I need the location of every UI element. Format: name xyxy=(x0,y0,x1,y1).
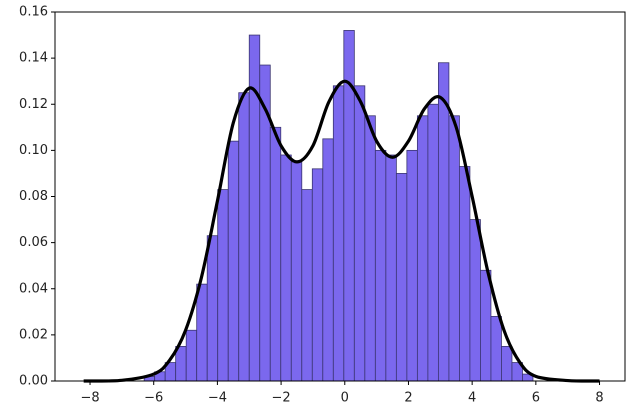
y-tick-label: 0.10 xyxy=(19,143,48,158)
bar xyxy=(269,126,282,382)
x-tick-label: 4 xyxy=(468,391,476,406)
y-tick-label: 0.02 xyxy=(19,327,48,342)
bar xyxy=(416,115,429,382)
bar xyxy=(459,166,471,382)
y-tick-label: 0.12 xyxy=(19,97,48,112)
bar xyxy=(364,115,376,382)
y-tick-label: 0.14 xyxy=(19,51,48,66)
bar xyxy=(175,346,187,382)
bar xyxy=(480,269,492,382)
x-tick-label: 8 xyxy=(595,391,603,406)
bar xyxy=(385,154,397,382)
bar xyxy=(448,115,460,382)
bar xyxy=(427,103,439,382)
x-tick-label: −6 xyxy=(144,391,163,406)
bar xyxy=(406,149,418,382)
bar xyxy=(490,316,502,382)
x-tick-label: 0 xyxy=(341,391,349,406)
bar xyxy=(227,140,240,382)
bar xyxy=(196,283,208,382)
bar xyxy=(501,346,513,382)
x-tick-label: 6 xyxy=(532,391,540,406)
bar xyxy=(332,85,345,382)
y-tick-label: 0.04 xyxy=(19,281,48,296)
bar xyxy=(238,92,250,382)
y-tick-label: 0.08 xyxy=(19,189,48,204)
x-tick-label: −4 xyxy=(208,391,227,406)
bar xyxy=(374,149,387,382)
bar xyxy=(290,161,303,382)
bar xyxy=(469,219,481,382)
y-tick-label: 0.00 xyxy=(19,374,48,389)
bar xyxy=(322,138,334,382)
bar xyxy=(353,85,366,382)
bar xyxy=(217,189,229,382)
y-tick-label: 0.16 xyxy=(19,5,48,20)
bar xyxy=(185,329,198,382)
x-tick-label: −8 xyxy=(80,391,99,406)
bar xyxy=(301,189,313,382)
x-tick-label: −2 xyxy=(272,391,291,406)
bar xyxy=(311,168,324,382)
x-tick-label: 2 xyxy=(404,391,412,406)
bar xyxy=(437,62,450,382)
kde-line xyxy=(83,79,600,383)
y-tick-label: 0.06 xyxy=(19,235,48,250)
bar xyxy=(395,173,408,382)
bar xyxy=(280,154,292,382)
bar xyxy=(206,235,219,382)
